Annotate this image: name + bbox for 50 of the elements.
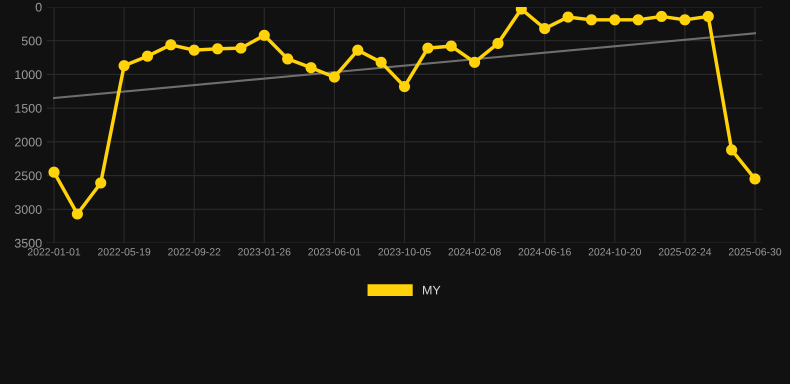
point: [352, 44, 364, 56]
x-tick-label: 2023-06-01: [308, 248, 361, 256]
point: [398, 81, 410, 92]
point: [469, 56, 480, 68]
point: [212, 43, 224, 54]
x-tick-label: 2024-02-08: [448, 248, 501, 256]
y-tick-label: 500: [22, 36, 42, 46]
x-tick-label: 2022-01-01: [28, 248, 80, 256]
point: [656, 10, 668, 22]
y-tick-label: 0: [36, 2, 42, 12]
point: [562, 12, 574, 23]
x-tick-label: 2024-06-16: [518, 248, 571, 256]
point: [72, 208, 83, 220]
x-tick-label: 2022-05-19: [98, 248, 150, 256]
y-tick-label: 2000: [14, 138, 42, 147]
point: [48, 166, 60, 178]
legend-label: MY: [423, 286, 440, 294]
point: [679, 14, 690, 26]
point: [376, 56, 387, 68]
x-tick-label: 2025-02-24: [658, 248, 712, 256]
x-tick-label: 2025-06-30: [728, 248, 782, 256]
y-tick-label: 3000: [14, 205, 42, 214]
point: [235, 42, 246, 54]
point: [328, 72, 340, 83]
x-tick-label: 2024-10-20: [588, 248, 642, 256]
point: [632, 14, 644, 26]
point: [142, 50, 154, 62]
point: [305, 62, 317, 74]
x-tick-label: 2022-09-22: [168, 248, 220, 256]
point: [749, 173, 761, 184]
y-tick-label: 3500: [14, 238, 42, 248]
point: [726, 144, 738, 156]
point: [118, 60, 130, 72]
point: [258, 30, 270, 41]
point: [586, 14, 597, 26]
y-tick-label: 2500: [14, 171, 42, 180]
x-tick-label: 2023-01-26: [238, 248, 290, 256]
point: [422, 42, 434, 54]
point: [702, 10, 714, 22]
y-tick-label: 1500: [15, 104, 42, 113]
x-tick-label: 2023-10-05: [378, 248, 431, 256]
point: [188, 44, 200, 56]
point: [446, 40, 457, 52]
point: [165, 39, 176, 50]
point: [282, 53, 294, 64]
point: [95, 177, 106, 189]
point: [492, 38, 504, 49]
y-tick-label: 1000: [15, 70, 42, 80]
point: [539, 23, 550, 34]
point: [609, 14, 620, 26]
